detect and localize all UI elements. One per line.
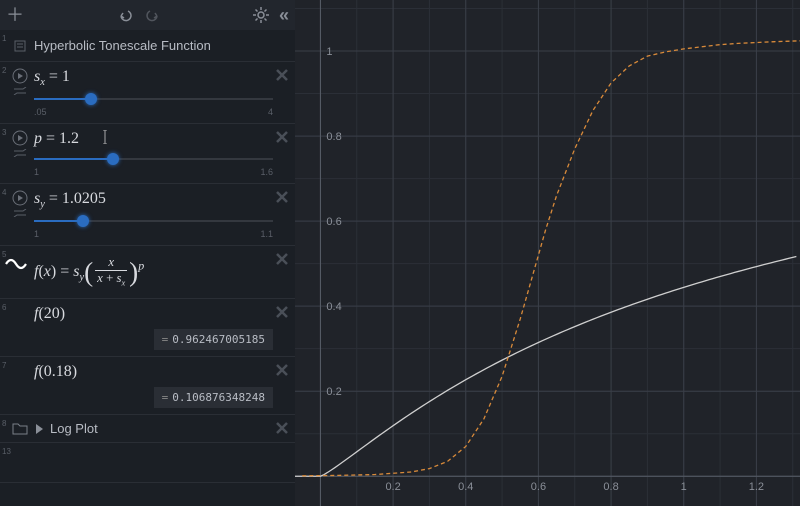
loop-icon[interactable] bbox=[13, 87, 27, 95]
slider-max: 1.6 bbox=[260, 167, 273, 177]
caret-right-icon[interactable] bbox=[34, 423, 44, 435]
add-icon[interactable]: ＋ bbox=[6, 6, 24, 24]
delete-row-icon[interactable] bbox=[275, 305, 289, 324]
text-caret-icon bbox=[100, 130, 110, 144]
delete-row-icon[interactable] bbox=[275, 363, 289, 382]
row-index: 4 bbox=[2, 188, 6, 197]
row-index: 3 bbox=[2, 128, 6, 137]
delete-row-icon[interactable] bbox=[275, 421, 289, 440]
row-eval-018[interactable]: 7 f(0.18) =0.106876348248 bbox=[0, 357, 295, 415]
slider-p[interactable] bbox=[34, 152, 273, 166]
folder-label: Log Plot bbox=[50, 421, 98, 436]
svg-text:0.6: 0.6 bbox=[531, 481, 546, 493]
row-slider-sy[interactable]: 4 sy = 1.0205 1 1.1 bbox=[0, 184, 295, 246]
redo-icon[interactable] bbox=[144, 8, 160, 22]
loop-icon[interactable] bbox=[13, 209, 27, 217]
delete-row-icon[interactable] bbox=[275, 252, 289, 271]
row-index: 13 bbox=[2, 447, 11, 456]
row-title[interactable]: 1 Hyperbolic Tonescale Function bbox=[0, 30, 295, 62]
row-eval-20[interactable]: 6 f(20) =0.962467005185 bbox=[0, 299, 295, 357]
function-formula: f(x) = sy(xx + sx)p bbox=[34, 263, 144, 280]
slider-sy[interactable] bbox=[34, 214, 273, 228]
expr-p: p = 1.2 bbox=[34, 130, 79, 147]
row-folder-logplot[interactable]: 8 Log Plot bbox=[0, 415, 295, 443]
row-slider-p[interactable]: 3 p = 1.2 1 1.6 bbox=[0, 124, 295, 184]
expr-sy: sy = 1.0205 bbox=[34, 190, 106, 207]
note-icon bbox=[13, 39, 27, 53]
folder-icon[interactable] bbox=[12, 421, 28, 435]
slider-min: .05 bbox=[34, 107, 47, 117]
row-slider-sx[interactable]: 2 sx = 1 .05 4 bbox=[0, 62, 295, 124]
row-index: 7 bbox=[2, 361, 6, 370]
expr-eval-018: f(0.18) bbox=[34, 363, 77, 380]
slider-max: 4 bbox=[268, 107, 273, 117]
play-icon[interactable] bbox=[12, 190, 28, 206]
title-text: Hyperbolic Tonescale Function bbox=[34, 38, 211, 53]
plot-svg[interactable]: 0.2 0.4 0.6 0.8 1 1.2 0.2 0.4 0.6 0.8 1 bbox=[295, 0, 800, 506]
row-index: 1 bbox=[2, 34, 6, 43]
result-eval-20: =0.962467005185 bbox=[154, 329, 273, 350]
gear-icon[interactable] bbox=[253, 7, 269, 23]
svg-text:1: 1 bbox=[681, 481, 687, 493]
svg-text:0.4: 0.4 bbox=[326, 301, 341, 313]
expr-eval-20: f(20) bbox=[34, 305, 65, 322]
slider-min: 1 bbox=[34, 167, 39, 177]
slider-min: 1 bbox=[34, 229, 39, 239]
expression-panel: ＋ « 1 Hyperbolic Tonescale Function 2 sx… bbox=[0, 0, 295, 506]
play-icon[interactable] bbox=[12, 68, 28, 84]
loop-icon[interactable] bbox=[13, 149, 27, 157]
result-eval-018: =0.106876348248 bbox=[154, 387, 273, 408]
delete-row-icon[interactable] bbox=[275, 130, 289, 149]
svg-text:1.2: 1.2 bbox=[749, 481, 764, 493]
play-icon[interactable] bbox=[12, 130, 28, 146]
delete-row-icon[interactable] bbox=[275, 68, 289, 87]
row-index: 6 bbox=[2, 303, 6, 312]
svg-text:0.8: 0.8 bbox=[603, 481, 618, 493]
wave-icon[interactable] bbox=[4, 256, 28, 272]
row-function-def[interactable]: 5 f(x) = sy(xx + sx)p bbox=[0, 246, 295, 299]
slider-sx[interactable] bbox=[34, 92, 273, 106]
panel-toolbar: ＋ « bbox=[0, 0, 295, 30]
row-index: 2 bbox=[2, 66, 6, 75]
svg-text:0.2: 0.2 bbox=[385, 481, 400, 493]
slider-max: 1.1 bbox=[260, 229, 273, 239]
expr-sx: sx = 1 bbox=[34, 68, 70, 85]
row-blank[interactable]: 13 bbox=[0, 443, 295, 483]
collapse-icon[interactable]: « bbox=[279, 6, 289, 24]
svg-text:1: 1 bbox=[326, 46, 332, 58]
delete-row-icon[interactable] bbox=[275, 190, 289, 209]
row-index: 8 bbox=[2, 419, 6, 428]
graph-area[interactable]: 0.2 0.4 0.6 0.8 1 1.2 0.2 0.4 0.6 0.8 1 bbox=[295, 0, 800, 506]
svg-text:0.4: 0.4 bbox=[458, 481, 473, 493]
svg-text:0.8: 0.8 bbox=[326, 131, 341, 143]
svg-text:0.2: 0.2 bbox=[326, 386, 341, 398]
expression-list: 1 Hyperbolic Tonescale Function 2 sx = 1… bbox=[0, 30, 295, 506]
undo-icon[interactable] bbox=[118, 8, 134, 22]
svg-text:0.6: 0.6 bbox=[326, 216, 341, 228]
